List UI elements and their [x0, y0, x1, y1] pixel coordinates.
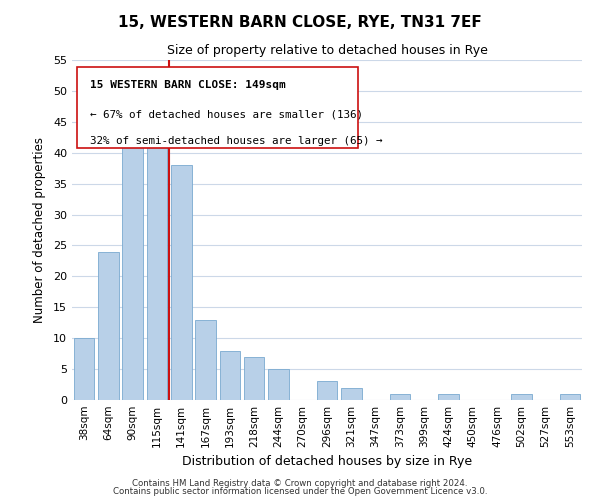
Bar [389, 394, 410, 400]
Bar [438, 394, 459, 400]
Bar [317, 382, 337, 400]
Title: Size of property relative to detached houses in Rye: Size of property relative to detached ho… [167, 44, 487, 58]
Text: Contains public sector information licensed under the Open Government Licence v3: Contains public sector information licen… [113, 487, 487, 496]
Bar [171, 165, 191, 400]
Bar [220, 350, 240, 400]
Bar [74, 338, 94, 400]
Bar [122, 128, 143, 400]
Bar [244, 356, 265, 400]
FancyBboxPatch shape [77, 67, 358, 148]
Bar [98, 252, 119, 400]
Bar [195, 320, 216, 400]
Text: 32% of semi-detached houses are larger (65) →: 32% of semi-detached houses are larger (… [90, 136, 382, 146]
Text: 15 WESTERN BARN CLOSE: 149sqm: 15 WESTERN BARN CLOSE: 149sqm [90, 80, 286, 90]
Y-axis label: Number of detached properties: Number of detached properties [33, 137, 46, 323]
Text: ← 67% of detached houses are smaller (136): ← 67% of detached houses are smaller (13… [90, 110, 363, 120]
Bar [511, 394, 532, 400]
Bar [341, 388, 362, 400]
Text: 15, WESTERN BARN CLOSE, RYE, TN31 7EF: 15, WESTERN BARN CLOSE, RYE, TN31 7EF [118, 15, 482, 30]
Bar [146, 128, 167, 400]
Bar [268, 369, 289, 400]
X-axis label: Distribution of detached houses by size in Rye: Distribution of detached houses by size … [182, 456, 472, 468]
Text: Contains HM Land Registry data © Crown copyright and database right 2024.: Contains HM Land Registry data © Crown c… [132, 478, 468, 488]
Bar [560, 394, 580, 400]
